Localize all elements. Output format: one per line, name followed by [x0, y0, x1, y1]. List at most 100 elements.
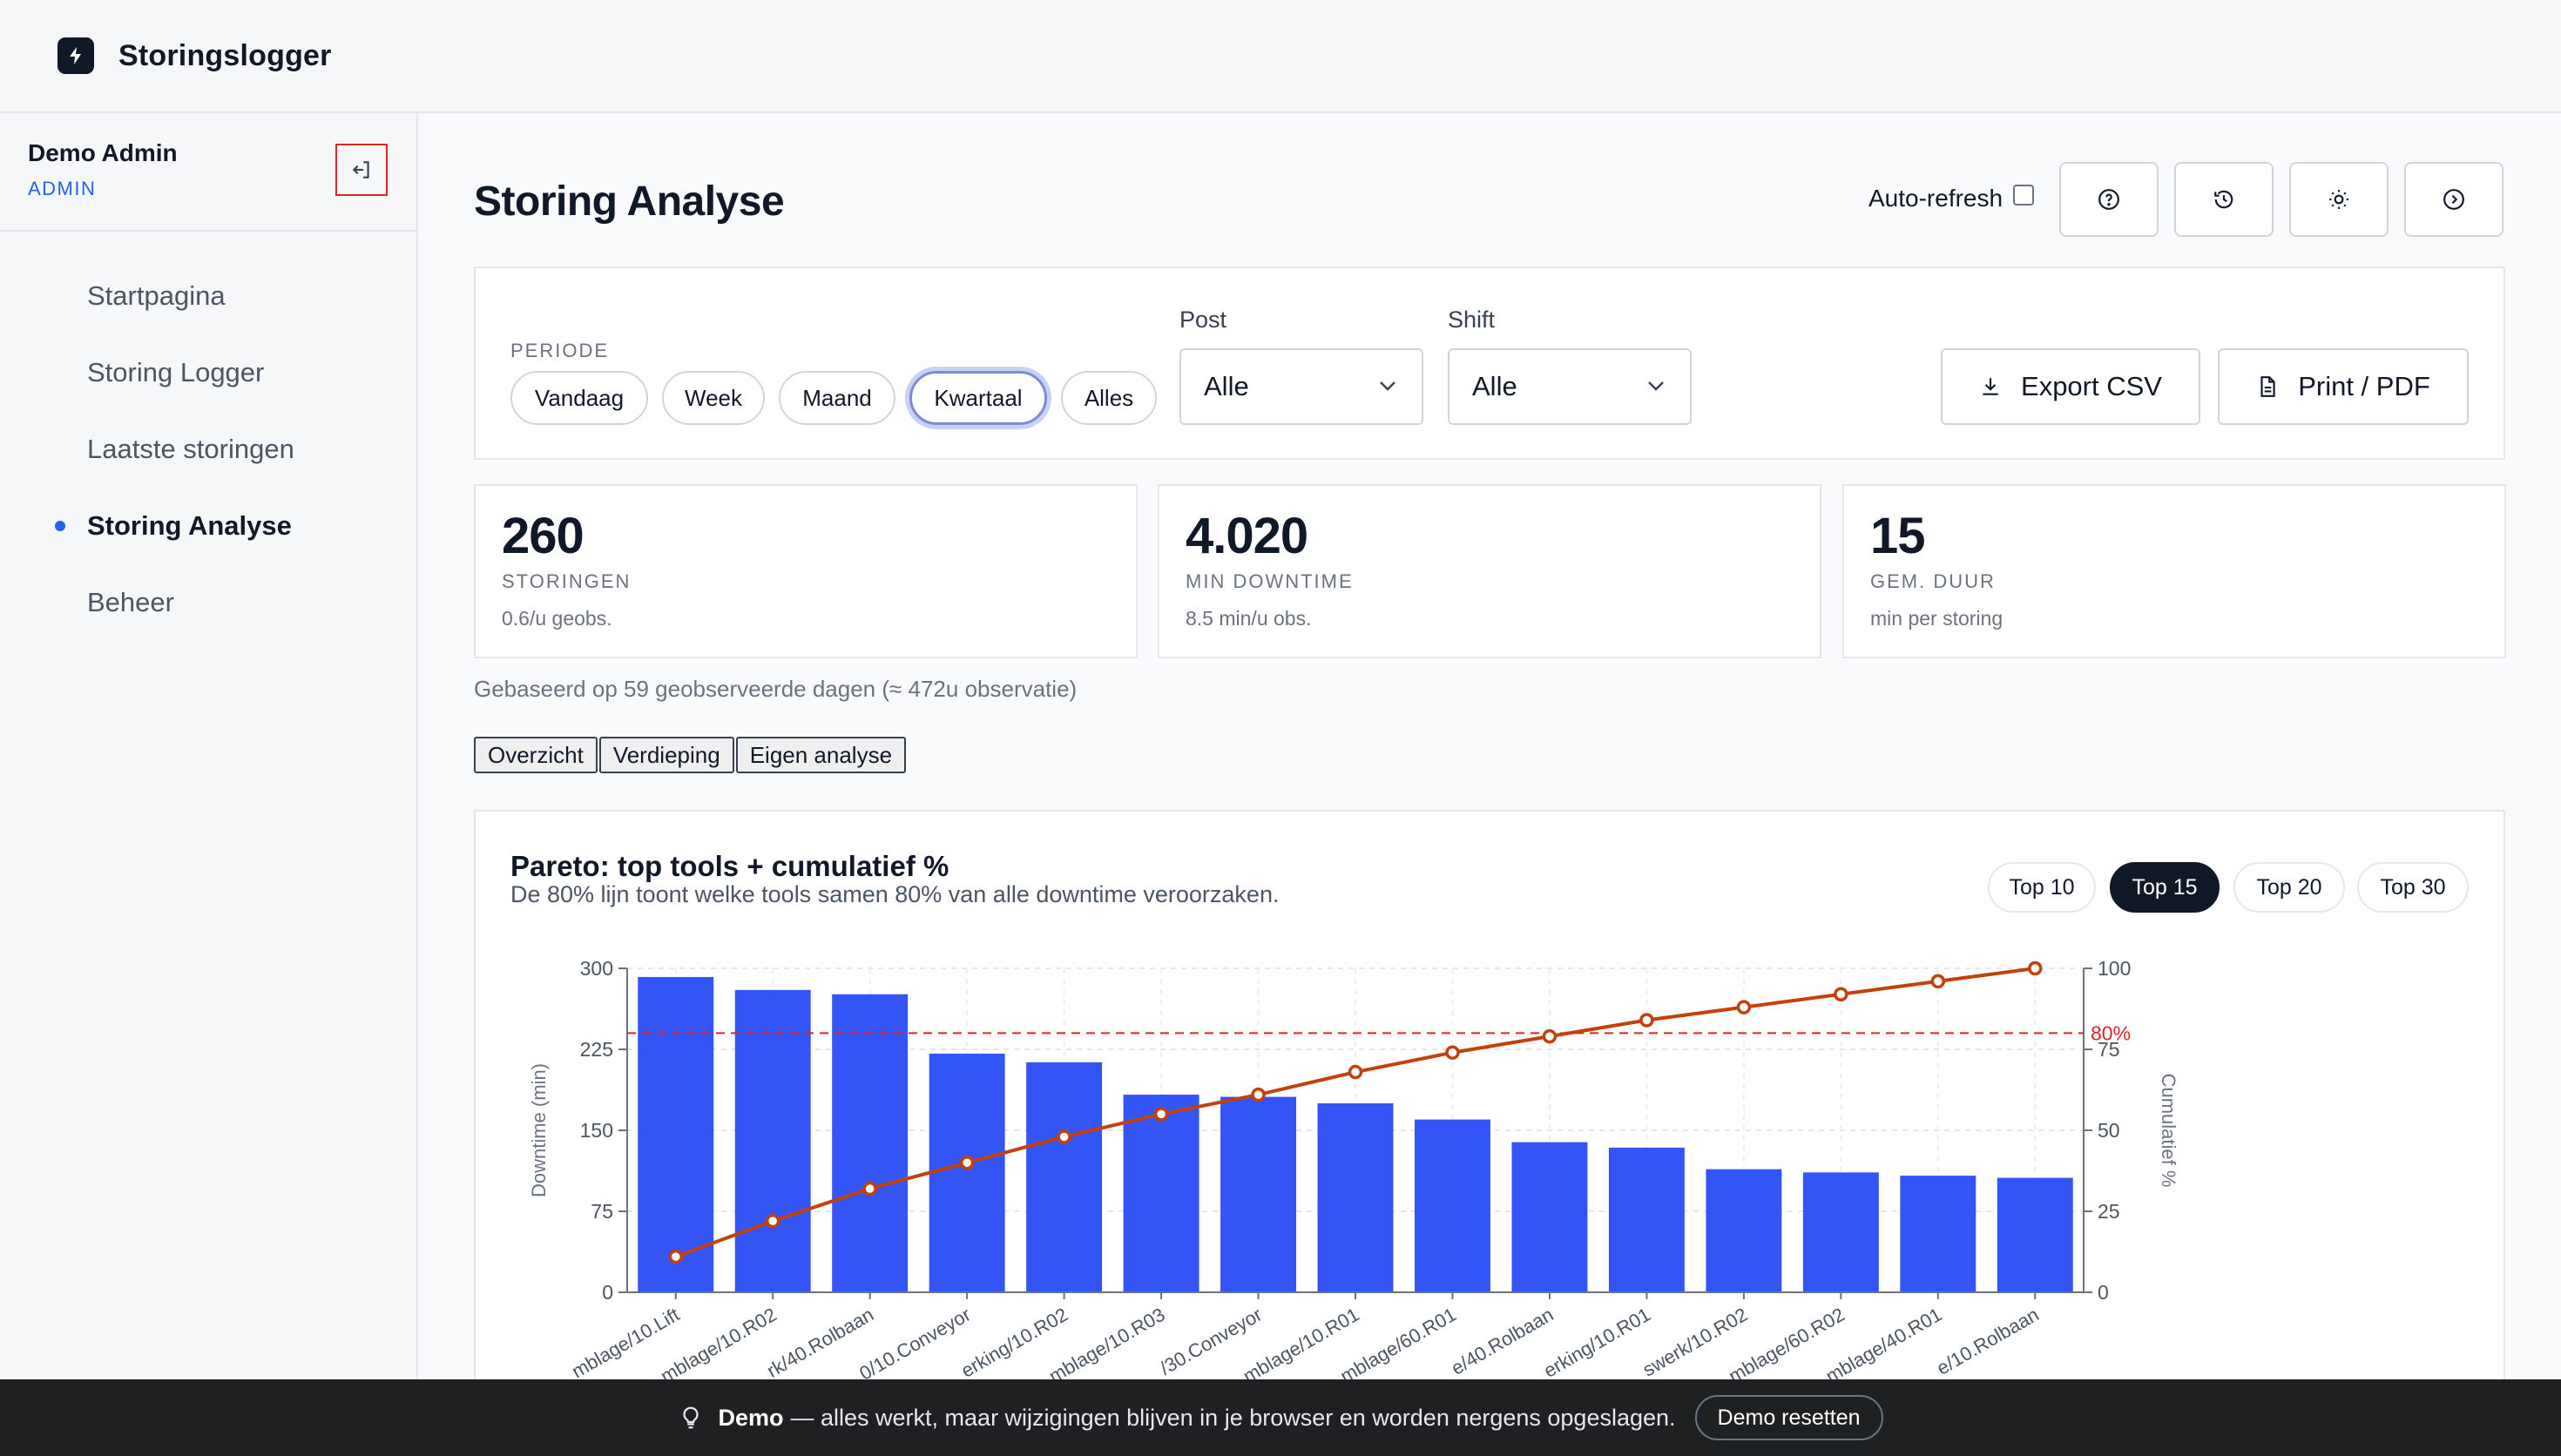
chevron-right-circle-icon: [2443, 189, 2464, 210]
stat-card-storingen: 260 STORINGEN 0.6/u geobs.: [474, 484, 1138, 658]
y2-tick-label: 100: [2098, 957, 2131, 980]
sidebar-item-label: Storing Logger: [87, 357, 265, 388]
chart-bar: [832, 994, 909, 1292]
sidebar-item-storing-logger[interactable]: Storing Logger: [0, 334, 416, 411]
user-name: Demo Admin: [28, 139, 178, 166]
logout-button[interactable]: [335, 144, 388, 196]
print-pdf-button[interactable]: Print / PDF: [2218, 348, 2469, 425]
chart-bar: [1802, 1172, 1879, 1292]
cumulative-point: [1251, 1087, 1266, 1102]
active-indicator: [55, 521, 65, 531]
sidebar-item-storing-analyse[interactable]: Storing Analyse: [0, 488, 416, 564]
chart-bar: [929, 1053, 1005, 1292]
print-pdf-label: Print / PDF: [2298, 371, 2430, 401]
period-kwartaal[interactable]: Kwartaal: [909, 371, 1047, 425]
threshold-label: 80%: [2091, 1021, 2131, 1044]
sidebar-item-label: Laatste storingen: [87, 434, 294, 464]
cumulative-point: [668, 1249, 683, 1264]
demo-reset-button[interactable]: Demo resetten: [1694, 1395, 1883, 1440]
y2-tick-label: 75: [2098, 1038, 2120, 1061]
sidebar: Demo Admin ADMIN Startpagina Storing Log…: [0, 113, 418, 1456]
autorefresh-checkbox[interactable]: [2013, 185, 2035, 206]
stat-label: MIN DOWNTIME: [1186, 570, 1354, 592]
autorefresh-label: Auto-refresh: [1868, 185, 2004, 212]
chart-bar: [1997, 1177, 2073, 1292]
lightbulb-icon: [683, 1406, 699, 1429]
autorefresh-toggle[interactable]: Auto-refresh: [1868, 185, 2035, 212]
sidebar-item-label: Startpagina: [87, 280, 226, 311]
banner-bold: Demo: [718, 1404, 784, 1431]
sidebar-item-label: Storing Analyse: [87, 510, 292, 541]
top-20-button[interactable]: Top 20: [2233, 862, 2345, 913]
post-label: Post: [1179, 307, 1227, 333]
cumulative-point: [1057, 1129, 1071, 1144]
chart-bar: [1511, 1142, 1588, 1292]
cumulative-point: [1445, 1045, 1460, 1060]
help-button[interactable]: [2059, 162, 2159, 237]
y-tick-label: 0: [602, 1281, 613, 1304]
y2-tick-label: 0: [2098, 1281, 2109, 1304]
cumulative-point: [959, 1155, 975, 1170]
cumulative-point: [1348, 1064, 1363, 1080]
app-header: Storingslogger: [0, 0, 2561, 113]
post-select[interactable]: Alle: [1179, 348, 1423, 425]
history-button[interactable]: [2174, 162, 2274, 237]
top-30-button[interactable]: Top 30: [2357, 862, 2469, 913]
cumulative-point: [2028, 961, 2043, 976]
chart-subtitle: De 80% lijn toont welke tools samen 80% …: [510, 881, 1280, 907]
sidebar-item-beheer[interactable]: Beheer: [0, 564, 416, 641]
y-tick-label: 300: [580, 957, 613, 980]
observation-basis-text: Gebaseerd op 59 geobserveerde dagen (≈ 4…: [474, 676, 1078, 702]
help-icon: [2098, 189, 2119, 210]
period-vandaag[interactable]: Vandaag: [510, 371, 648, 425]
stat-label: STORINGEN: [502, 570, 632, 592]
top-10-button[interactable]: Top 10: [1988, 862, 2096, 913]
main-content: Storing Analyse Auto-refresh PERIODE Van…: [420, 115, 2561, 1456]
x-tick-label: e/10.Rolbaan: [1933, 1304, 2043, 1379]
banner-text: — alles werkt, maar wijzigingen blijven …: [790, 1404, 1676, 1431]
period-alles[interactable]: Alles: [1061, 371, 1157, 425]
tab-eigen-analyse[interactable]: Eigen analyse: [735, 737, 907, 773]
y2-tick-label: 50: [2098, 1119, 2120, 1142]
app-title: Storingslogger: [118, 38, 332, 72]
analysis-tabs: Overzicht Verdieping Eigen analyse: [474, 737, 907, 773]
lightning-logo-icon: [57, 37, 94, 74]
history-icon: [2214, 190, 2233, 209]
stat-label: GEM. DUUR: [1870, 570, 1996, 592]
top-15-button[interactable]: Top 15: [2110, 862, 2220, 913]
page-title: Storing Analyse: [474, 179, 785, 225]
y2-tick-label: 25: [2098, 1200, 2120, 1223]
user-block: Demo Admin ADMIN: [0, 113, 416, 232]
chart-bar: [1706, 1169, 1782, 1292]
chart-bar: [1317, 1103, 1394, 1292]
sidebar-item-laatste-storingen[interactable]: Laatste storingen: [0, 411, 416, 488]
period-week[interactable]: Week: [662, 371, 765, 425]
chart-bar: [1220, 1096, 1297, 1292]
cumulative-point: [1542, 1028, 1558, 1044]
filter-panel: PERIODE Vandaag Week Maand Kwartaal Alle…: [474, 266, 2505, 460]
chevron-down-icon: [1648, 381, 1664, 391]
stat-value: 260: [502, 508, 585, 564]
tab-overzicht[interactable]: Overzicht: [474, 737, 598, 773]
period-maand[interactable]: Maand: [779, 371, 895, 425]
tab-verdieping[interactable]: Verdieping: [598, 737, 734, 773]
export-csv-button[interactable]: Export CSV: [1941, 348, 2200, 425]
cumulative-point: [862, 1181, 877, 1196]
stat-value: 4.020: [1186, 508, 1308, 564]
chart-bar: [1123, 1095, 1199, 1292]
sidebar-item-startpagina[interactable]: Startpagina: [0, 258, 416, 334]
theme-toggle-button[interactable]: [2289, 162, 2389, 237]
shift-select[interactable]: Alle: [1448, 348, 1692, 425]
next-button[interactable]: [2404, 162, 2504, 237]
cumulative-point: [1736, 1000, 1752, 1014]
stat-value: 15: [1870, 508, 1926, 564]
sidebar-item-label: Beheer: [87, 587, 174, 617]
y-tick-label: 75: [591, 1200, 613, 1223]
stat-sub: 8.5 min/u obs.: [1186, 607, 1312, 630]
chart-bar: [1026, 1062, 1103, 1292]
sun-icon: [2329, 190, 2348, 209]
cumulative-point: [765, 1213, 780, 1229]
stat-card-gem-duur: 15 GEM. DUUR min per storing: [1842, 484, 2506, 658]
x-tick-label: e/40.Rolbaan: [1448, 1304, 1558, 1379]
y-axis-title: Downtime (min): [528, 1063, 550, 1197]
